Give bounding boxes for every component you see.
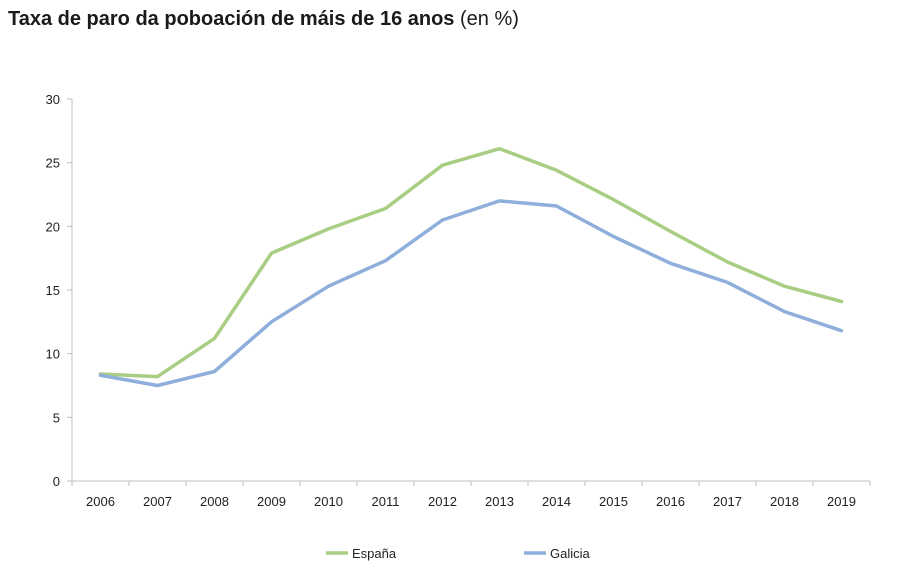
legend-label: Galicia (550, 546, 591, 561)
x-tick-label: 2019 (827, 494, 856, 509)
chart-title-unit: (en %) (460, 8, 519, 30)
legend-label: España (352, 546, 397, 561)
y-axis-ticks: 0 5 10 15 20 25 30 (46, 92, 72, 489)
chart-title: Taxa de paro da poboación de máis de 16 … (8, 8, 519, 31)
x-tick-label: 2016 (656, 494, 685, 509)
x-tick-label: 2017 (713, 494, 742, 509)
series-lines (98, 146, 844, 388)
x-tick-label: 2018 (770, 494, 799, 509)
y-tick-label: 10 (46, 347, 60, 362)
y-tick-label: 5 (53, 410, 60, 425)
y-tick-label: 0 (53, 474, 60, 489)
legend: España Galicia (326, 546, 591, 561)
x-tick-label: 2008 (200, 494, 229, 509)
y-tick-label: 25 (46, 156, 60, 171)
y-tick-label: 30 (46, 92, 60, 107)
chart-title-main: Taxa de paro da poboación de máis de 16 … (8, 8, 455, 30)
x-tick-label: 2013 (485, 494, 514, 509)
x-tick-label: 2014 (542, 494, 571, 509)
x-tick-label: 2015 (599, 494, 628, 509)
series-line-galicia (98, 199, 844, 388)
x-tick-label: 2011 (372, 494, 400, 509)
x-tick-label: 2009 (257, 494, 286, 509)
x-tick-label: 2012 (428, 494, 457, 509)
series-line-espa-a (98, 146, 844, 379)
x-tick-label: 2006 (86, 494, 115, 509)
y-tick-label: 15 (46, 283, 60, 298)
y-tick-label: 20 (46, 219, 60, 234)
x-tick-label: 2007 (143, 494, 172, 509)
x-tick-label: 2010 (314, 494, 343, 509)
x-axis-ticks: 2006 2007 2008 2009 2010 2011 2012 2013 2014 2015… (71, 481, 871, 509)
